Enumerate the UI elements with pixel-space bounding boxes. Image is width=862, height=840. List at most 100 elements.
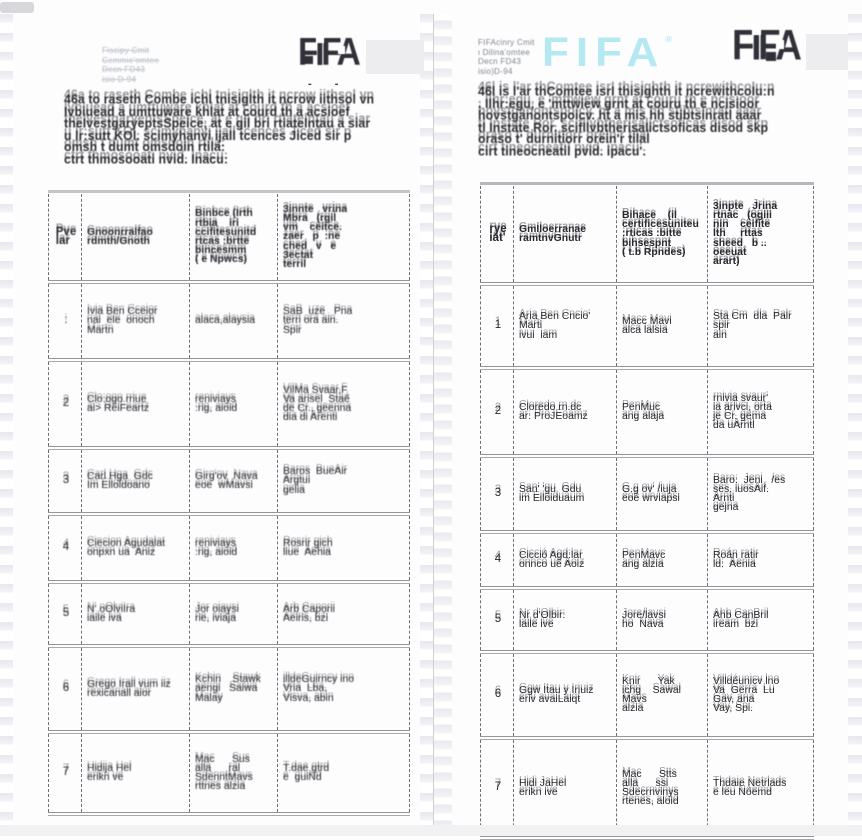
original-birthplace-cell: Baros BueAir Argtui gelia xyxy=(277,450,409,512)
row-separator xyxy=(480,366,814,370)
row-separator xyxy=(480,454,814,458)
scan-highlight-block xyxy=(806,34,848,70)
fifa-wordmark-cyan: FIFA® xyxy=(542,30,672,76)
col-header-grandparent-text: Gnoonrralfao rdmth/Gnoth xyxy=(87,226,153,247)
glitch-block xyxy=(776,40,784,49)
player-number-cell-text: 2 xyxy=(494,405,502,418)
grandparent-name-cell: Ivia Ben Cceior nai ele onoch Martn xyxy=(81,284,189,358)
table-row: 2 Cloredo rn.dc ar: ProJEoamz PenMuc ang a… xyxy=(480,370,814,454)
submitted-birthplace-cell: Kchin Stawk aengi Saiwa Malay xyxy=(189,648,277,730)
submitted-birthplace-cell-text: G.g ov' /iuja eoe wrviapsi xyxy=(622,483,680,504)
original-birthplace-cell-text: SaB uze Pna terri ora ain. Spir xyxy=(283,306,353,336)
fifa-logo-text: FIFA xyxy=(732,22,802,70)
table-row: 4 Ciecion Agudalat onpxn ua Aniz reniviays… xyxy=(48,516,410,580)
submitted-birthplace-cell: Jore/lavsi ho Nava xyxy=(616,590,707,650)
submitted-birthplace-cell: Mac Stts alla ssi Sdecrnvinys rtenes, al… xyxy=(616,740,707,836)
submitted-birthplace-cell: reniviays :rig, aioid xyxy=(189,516,277,580)
submitted-birthplace-cell-text: Jor oiaysi rie, iviaja xyxy=(195,603,239,624)
grandparent-name-cell-text: Grego Irall vum iiz rexicanall aior xyxy=(87,678,171,699)
grandparent-name-cell-text: Hidi JaHel erikn ive xyxy=(519,777,567,798)
fifa-logo-dark: FIFA xyxy=(298,30,362,80)
grandparent-name-cell: Carl Hga Gdc Im Elloldoano xyxy=(81,450,189,512)
submitted-birthplace-cell-text: Girg'ov Nava eoe wMavsi xyxy=(195,470,258,491)
submitted-birthplace-cell-text: Mac Sus alla ral SdenntMavs rttnes alzia xyxy=(195,753,253,793)
submitted-birthplace-cell-text: Knir Yak ichg Sawal Mavs alzia xyxy=(622,675,681,715)
table-row: 6 Ggw Itau y Iriuiz eriv avaiLaiqt Knir Ya… xyxy=(480,654,814,736)
table-top-border xyxy=(480,182,814,185)
table-row: 4 Cicció Agd:lar onnco ue Aoiz PenMavc ang… xyxy=(480,534,814,586)
original-birthplace-cell: VilMa Svaar,F Va arisel Staé de Cr., gee… xyxy=(277,362,409,446)
row-separator xyxy=(48,730,410,734)
col-header-original-birthplace-text: 3innte vrina Mbra (rgil vm ceitce. zaer … xyxy=(283,203,348,270)
page-header-meta: FIFAcinry Cmit ι Dilina'omtee Decn FD43 … xyxy=(478,38,535,76)
col-header-submitted-birthplace: Binbce (Irth rtbia iri ccifitesunitd rtc… xyxy=(189,194,277,280)
original-birthplace-cell: T.dae gtrd e guiNd xyxy=(277,734,409,812)
original-birthplace-cell: Rosrir gich liue Aehia xyxy=(277,516,409,580)
original-birthplace-cell: Baro: Jeni /es ses. iuosAif. Arnti gejna xyxy=(707,458,813,530)
document-page-right: FIFAcinry Cmit ι Dilina'omtee Decn FD43 … xyxy=(472,18,848,840)
registered-mark: ® xyxy=(665,34,672,44)
player-number-cell: 6 xyxy=(481,654,513,736)
col-header-original-birthplace: 3innte vrina Mbra (rgil vm ceitce. zaer … xyxy=(277,194,409,280)
player-number-cell-text: 3 xyxy=(494,487,502,500)
original-birthplace-cell: Villdéunicv lno Va Gerra Lu Gav, ana Vay… xyxy=(707,654,813,736)
grandparent-name-cell-text: Cicció Agd:lar onnco ue Aoiz xyxy=(519,549,585,570)
original-birthplace-cell-text: rnivia svaur' ia arivci, orta je Cr. gem… xyxy=(713,392,772,432)
player-number-cell: 3 xyxy=(49,450,81,512)
submitted-birthplace-cell: PenMuc ang alaja xyxy=(616,370,707,454)
player-number-cell: 5 xyxy=(49,584,81,644)
table-top-border xyxy=(48,190,410,193)
table-row: 1 Aria Ben Cncio' Marti ivui iam Macc Mavi… xyxy=(480,286,814,366)
original-birthplace-cell-text: Villdéunicv lno Va Gerra Lu Gav, ana Vay… xyxy=(713,675,780,715)
original-birthplace-cell: Ahb CanBril iream bzi xyxy=(707,590,813,650)
col-header-submitted-birthplace: Bihace (il certificesuniteu :rticas :bit… xyxy=(616,186,707,282)
fifa-logo-dark: FIFA xyxy=(732,22,804,78)
scan-corner-artifact xyxy=(0,2,34,13)
table-row: 6 Grego Irall vum iiz rexicanall aior Kchi… xyxy=(48,648,410,730)
player-number-cell-text: 7 xyxy=(62,766,70,779)
grandparent-name-cell: Cicció Agd:lar onnco ue Aoiz xyxy=(513,534,616,586)
grandparent-name-cell: San' 'gu Gdu im Eiloiduaum xyxy=(513,458,616,530)
grandparent-name-cell: N' oOlviIra iaile iva xyxy=(81,584,189,644)
col-header-grandparent: Gnoonrralfao rdmth/Gnoth xyxy=(81,194,189,280)
player-number-cell-text: 7 xyxy=(494,781,502,794)
player-number-cell-text: 3 xyxy=(62,474,70,487)
table-row: 3 San' 'gu Gdu im Eiloiduaum G.g ov' /iuja… xyxy=(480,458,814,530)
row-separator xyxy=(480,836,814,840)
birthplace-table: rye iat' GmIloerranae ramtnvGnutr Bihace (… xyxy=(480,182,814,840)
grandparent-name-cell-text: San' 'gu Gdu im Eiloiduaum xyxy=(519,483,585,504)
left-edge-perforation-strip xyxy=(0,14,13,826)
player-number-cell-text: : xyxy=(64,314,68,327)
grandparent-name-cell: Hidija Hel erikn ve xyxy=(81,734,189,812)
col-header-player-text: Pve lar xyxy=(55,225,77,247)
player-number-cell: 5 xyxy=(481,590,513,650)
submitted-birthplace-cell-text: Macc Mavi alca lalsia xyxy=(622,315,672,336)
grandparent-name-cell: Aria Ben Cncio' Marti ivui iam xyxy=(513,286,616,366)
submitted-birthplace-cell: reniviays :rig, aioid xyxy=(189,362,277,446)
table-row: 3 Carl Hga Gdc Im Elloldoano Girg'ov Nava … xyxy=(48,450,410,512)
submitted-birthplace-cell-text: PenMavc ang alzia xyxy=(622,549,666,570)
submitted-birthplace-cell: Macc Mavi alca lalsia xyxy=(616,286,707,366)
player-number-cell: 2 xyxy=(49,362,81,446)
submitted-birthplace-cell-text: PenMuc ang alaja xyxy=(622,401,665,422)
table-row: 5 N' oOlviIra iaile iva Jor oiaysi rie, iv… xyxy=(48,584,410,644)
row-separator xyxy=(48,512,410,516)
row-separator xyxy=(48,446,410,450)
original-birthplace-cell: SaB uze Pna terri ora ain. Spir xyxy=(277,284,409,358)
original-birthplace-cell: Sta Cm dla Palr spir ain xyxy=(707,286,813,366)
grandparent-name-cell: Clo:ogo rriue ai> ReiFeartz xyxy=(81,362,189,446)
document-page-left: Fiscipy Cmit Cemmie'omtee Decn FD43 isio… xyxy=(46,22,424,828)
grandparent-name-cell-text: Ivia Ben Cceior nai ele onoch Martn xyxy=(87,306,158,336)
fifa-wordmark-text: FIFA xyxy=(542,30,666,76)
original-birthplace-cell-text: Roán ratir ld: Aenia xyxy=(713,549,759,570)
glitch-block xyxy=(304,56,313,64)
glitch-block xyxy=(338,46,345,54)
submitted-birthplace-cell-text: reniviays :rig, aioid xyxy=(195,537,238,558)
glitch-block xyxy=(752,25,761,35)
table-header-row: rye iat' GmIloerranae ramtnvGnutr Bihace (… xyxy=(480,186,814,282)
center-left-perforation-strip xyxy=(420,14,433,826)
player-number-cell: 7 xyxy=(49,734,81,812)
original-birthplace-cell: illdeGuirncy ino Vria Lba, Visva, abin xyxy=(277,648,409,730)
row-separator xyxy=(48,580,410,584)
